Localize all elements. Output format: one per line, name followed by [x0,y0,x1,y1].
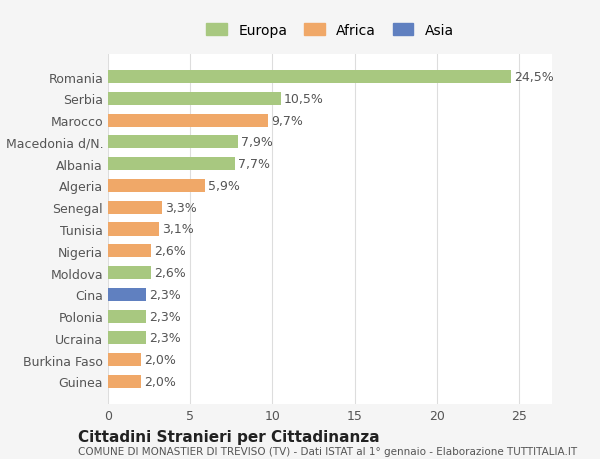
Bar [108,136,238,149]
Text: 9,7%: 9,7% [271,114,302,128]
Bar [108,179,205,193]
Bar [108,245,151,258]
Bar [108,375,141,388]
Text: 7,9%: 7,9% [241,136,273,149]
Bar [108,288,146,301]
Bar [108,201,162,214]
Text: 2,6%: 2,6% [154,267,186,280]
Bar [108,223,159,236]
Text: 2,0%: 2,0% [144,353,176,366]
Bar [108,71,511,84]
Text: 5,9%: 5,9% [208,179,240,192]
Text: 7,7%: 7,7% [238,158,270,171]
Text: 24,5%: 24,5% [514,71,554,84]
Bar [108,353,141,366]
Bar [108,114,268,128]
Text: 2,3%: 2,3% [149,310,181,323]
Text: 2,6%: 2,6% [154,245,186,257]
Text: 2,3%: 2,3% [149,331,181,345]
Text: Cittadini Stranieri per Cittadinanza: Cittadini Stranieri per Cittadinanza [78,429,380,444]
Text: 2,3%: 2,3% [149,288,181,301]
Text: 3,3%: 3,3% [166,202,197,214]
Text: 2,0%: 2,0% [144,375,176,388]
Bar [108,310,146,323]
Bar [108,266,151,280]
Text: 10,5%: 10,5% [284,93,324,106]
Bar [108,93,281,106]
Text: 3,1%: 3,1% [162,223,194,236]
Bar [108,331,146,345]
Text: COMUNE DI MONASTIER DI TREVISO (TV) - Dati ISTAT al 1° gennaio - Elaborazione TU: COMUNE DI MONASTIER DI TREVISO (TV) - Da… [78,447,577,456]
Legend: Europa, Africa, Asia: Europa, Africa, Asia [199,17,461,45]
Bar [108,158,235,171]
